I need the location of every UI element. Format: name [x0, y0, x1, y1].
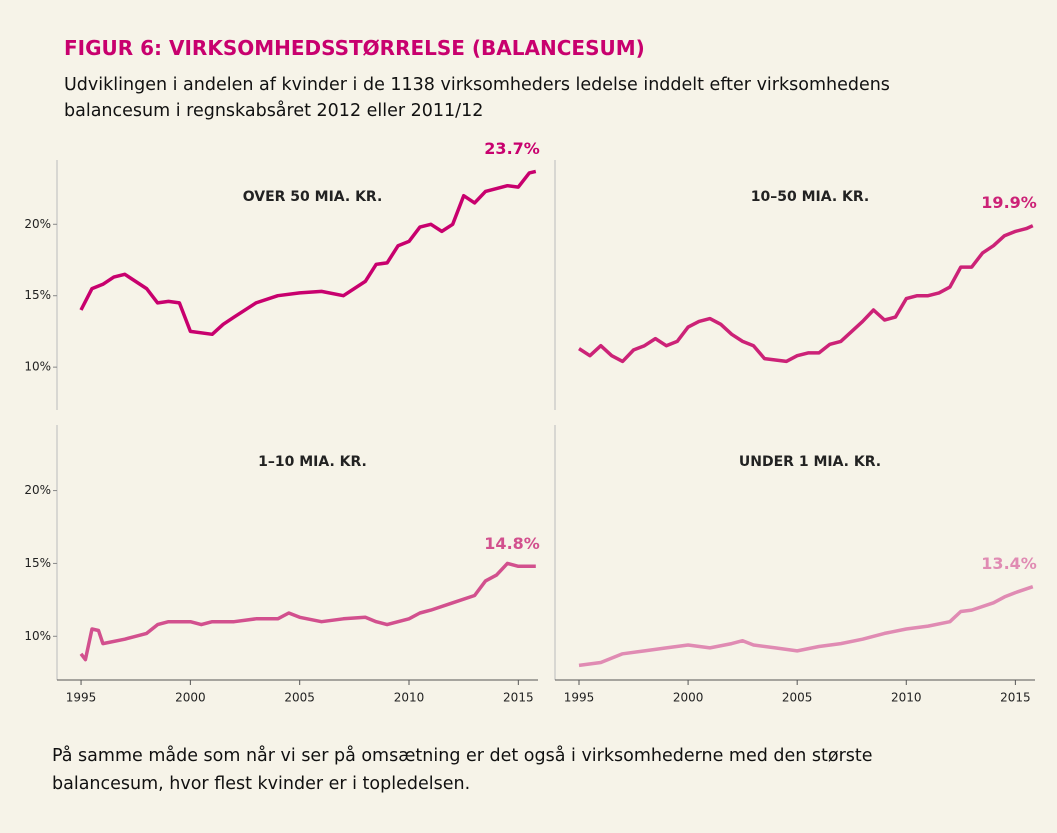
data-line: [578, 224, 1034, 364]
data-line: [578, 585, 1034, 668]
panel-title: 1–10 MIA. KR.: [258, 454, 367, 470]
y-tick-label: 15%: [24, 288, 51, 302]
x-tick-label: 1995: [564, 691, 595, 705]
x-tick-label: 2000: [673, 691, 704, 705]
end-label: 13.4%: [981, 554, 1037, 573]
x-tick-label: 2015: [1000, 691, 1031, 705]
x-tick-label: 2010: [891, 691, 922, 705]
figure-title: FIGUR 6: VIRKSOMHEDSSTØRRELSE (BALANCESU…: [64, 36, 645, 60]
panel-title: OVER 50 MIA. KR.: [243, 189, 383, 205]
y-tick-label: 10%: [24, 360, 51, 374]
data-line: [79, 169, 537, 337]
x-tick-label: 2015: [503, 691, 534, 705]
x-tick-label: 1995: [66, 691, 97, 705]
x-tick-label: 2000: [175, 691, 206, 705]
y-tick-label: 20%: [24, 483, 51, 497]
data-line: [79, 561, 536, 662]
panel-title: UNDER 1 MIA. KR.: [739, 454, 881, 470]
y-tick-label: 10%: [24, 629, 51, 643]
x-tick-label: 2010: [394, 691, 425, 705]
end-label: 23.7%: [484, 139, 540, 158]
x-tick-label: 2005: [782, 691, 813, 705]
figure-subtitle: Udviklingen i andelen af kvinder i de 11…: [64, 75, 890, 121]
y-tick-label: 20%: [24, 217, 51, 231]
end-label: 14.8%: [484, 534, 540, 553]
end-label: 19.9%: [981, 193, 1037, 212]
figure-note: På samme måde som når vi ser på omsætnin…: [52, 746, 873, 794]
panel-title: 10–50 MIA. KR.: [751, 189, 869, 205]
y-tick-label: 15%: [24, 556, 51, 570]
x-tick-label: 2005: [284, 691, 315, 705]
